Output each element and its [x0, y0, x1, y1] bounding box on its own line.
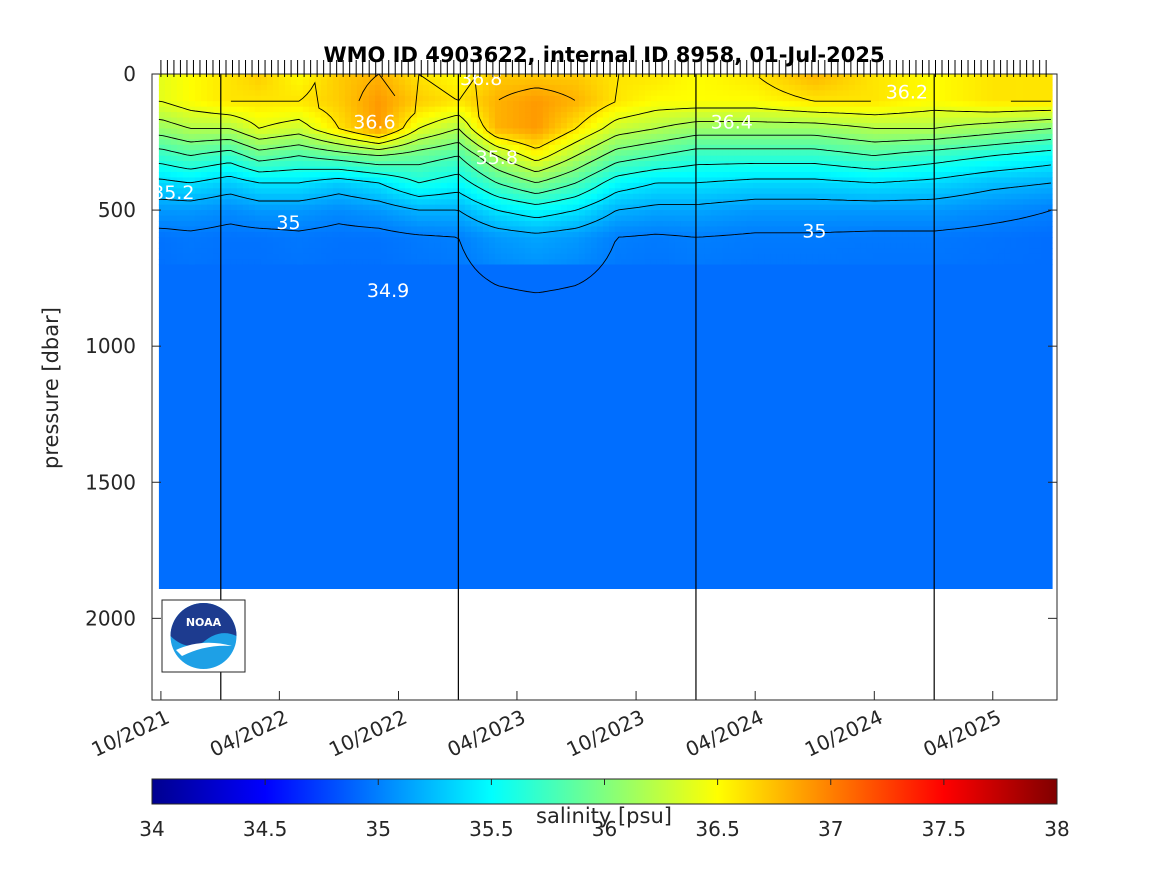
- colorbar-tick-label: 35: [366, 817, 391, 841]
- colorbar-tick-label: 34.5: [243, 817, 288, 841]
- profile-ticks: [160, 60, 1047, 77]
- contour-label: 35: [802, 220, 826, 242]
- colorbar-tick-label: 37: [818, 817, 843, 841]
- colorbar-tick-label: 38: [1044, 817, 1069, 841]
- colorbar-ticks: 34 34.5 35 35.5 36 36.5 37 37.5 38: [139, 779, 1070, 841]
- x-axis: 10/2021 04/2022 10/2022 04/2023 10/2023 04/20…: [88, 691, 1005, 762]
- contour-label: 35.2: [152, 182, 194, 204]
- contour-label: 36.6: [353, 111, 395, 133]
- y-tick-label: 1500: [85, 470, 136, 494]
- y-tick-label: 500: [98, 198, 136, 222]
- colorbar-tick-label: 37.5: [922, 817, 967, 841]
- salinity-contours: [158, 74, 1052, 294]
- x-tick-label: 10/2023: [563, 705, 648, 762]
- year-boundary-lines: [220, 74, 935, 700]
- contour-label: 35: [276, 212, 300, 234]
- contour-label: 34.9: [367, 280, 409, 302]
- x-tick-label: 04/2024: [682, 705, 767, 762]
- colorbar-tick-label: 36.5: [695, 817, 740, 841]
- contour-label: 35.8: [476, 147, 518, 169]
- y-tick-label: 1000: [85, 334, 136, 358]
- colorbar-tick-label: 35.5: [469, 817, 514, 841]
- x-tick-label: 04/2022: [206, 705, 291, 762]
- plot-frame: [151, 73, 1058, 701]
- salinity-field: [158, 74, 1053, 590]
- colorbar-label: salinity [psu]: [536, 804, 672, 828]
- x-tick-label: 10/2021: [88, 705, 173, 762]
- x-tick-label: 10/2024: [801, 705, 886, 762]
- contour-label: 36.2: [886, 81, 928, 103]
- y-axis-label: pressure [dbar]: [39, 307, 63, 469]
- x-tick-label: 04/2025: [919, 705, 1004, 762]
- x-tick-label: 04/2023: [444, 705, 529, 762]
- x-tick-label: 10/2022: [325, 705, 410, 762]
- y-tick-label: 0: [123, 62, 136, 86]
- contour-label: 36.4: [711, 111, 753, 133]
- noaa-logo: NOAA: [161, 599, 246, 673]
- y-tick-label: 2000: [85, 606, 136, 630]
- colorbar-tick-label: 36: [592, 817, 617, 841]
- contour-label: 36.8: [460, 68, 502, 90]
- noaa-logo-text: NOAA: [186, 616, 222, 629]
- colorbar-tick-label: 34: [139, 817, 164, 841]
- chart-title: WMO ID 4903622, internal ID 8958, 01-Jul…: [323, 43, 884, 67]
- y-axis: 0 500 1000 1500 2000: [85, 62, 1057, 630]
- contour-labels: 35.2 35 34.9 35.8 35 36.4 36.6 36.8 36.2: [152, 68, 928, 302]
